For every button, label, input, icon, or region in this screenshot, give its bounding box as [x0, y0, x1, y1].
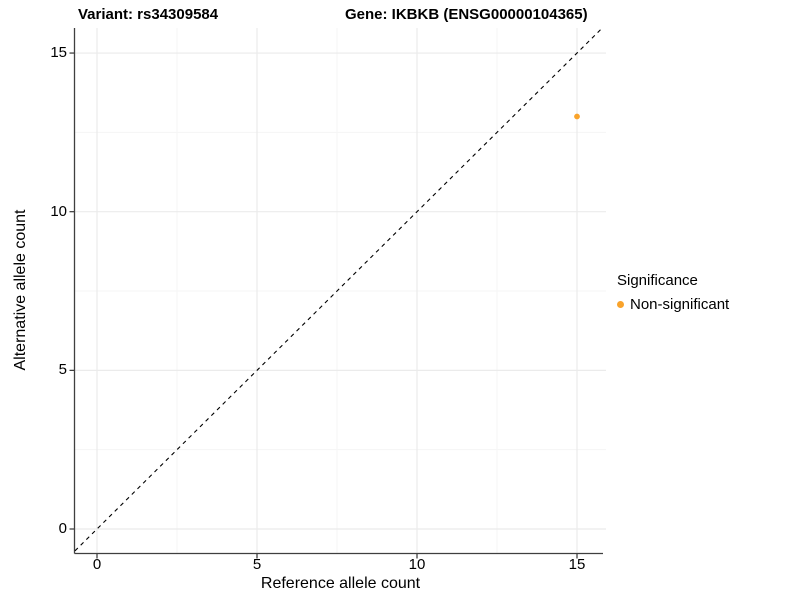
legend-key-circle-icon: [617, 301, 624, 308]
x-tick-label: 15: [568, 556, 586, 573]
y-tick-label: 15: [50, 44, 67, 62]
x-axis-title: Reference allele count: [260, 575, 421, 592]
y-tick-label: 0: [58, 520, 67, 537]
x-tick-label: 0: [92, 556, 102, 573]
y-tick-label: 10: [50, 202, 67, 220]
y-tick-label: 5: [58, 361, 67, 379]
legend: Significance Non-significant: [617, 272, 729, 313]
legend-title: Significance: [617, 272, 698, 289]
identity-dashed-line: [74, 27, 603, 552]
gene-title: Gene: IKBKB (ENSG00000104365): [345, 6, 588, 23]
data-point: [574, 113, 580, 120]
variant-title: Variant: rs34309584: [78, 6, 219, 23]
legend-item-label: Non-significant: [630, 296, 730, 313]
x-tick-label: 5: [252, 556, 262, 573]
y-axis-title: Alternative allele count: [12, 209, 29, 371]
x-tick-label: 10: [408, 556, 426, 573]
legend-item-non-significant: Non-significant: [617, 296, 729, 313]
